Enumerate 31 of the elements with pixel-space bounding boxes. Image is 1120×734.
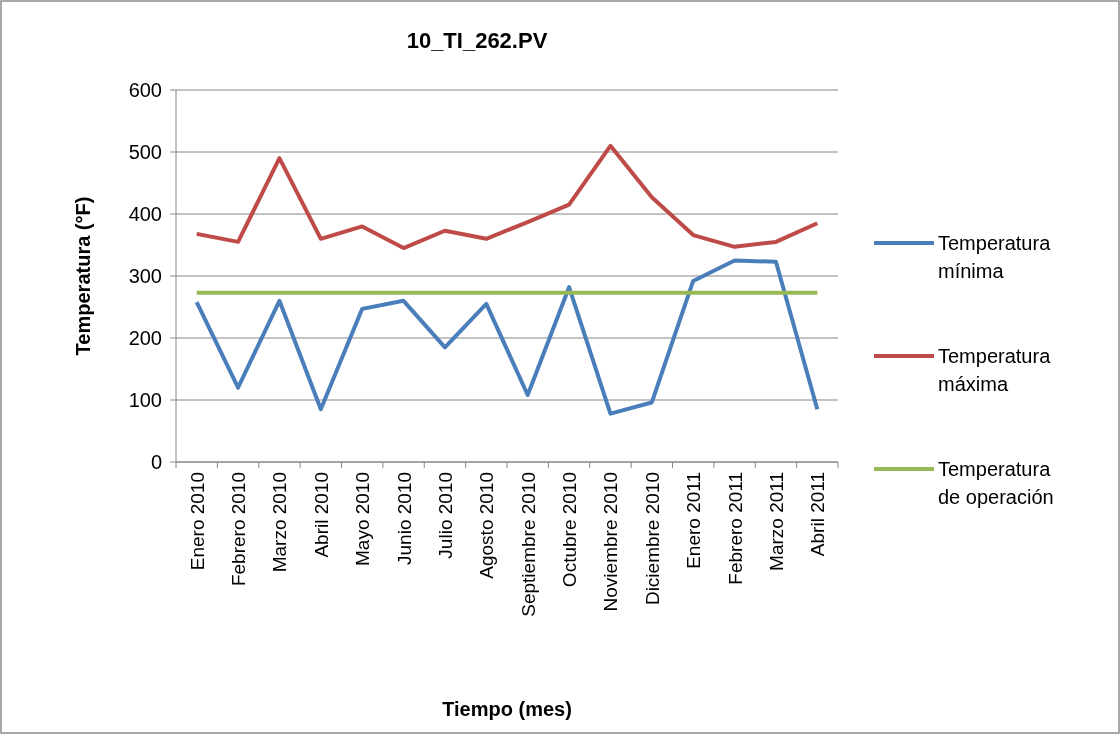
x-tick-label: Agosto 2010 [476, 472, 498, 579]
x-tick-label: Diciembre 2010 [641, 472, 663, 606]
y-tick-label: 0 [150, 451, 162, 473]
y-tick-label: 200 [128, 327, 162, 349]
legend-label: Temperatura máxima [938, 345, 1052, 395]
chart-title: 10_TI_262.PV [406, 28, 548, 53]
x-tick-label: Enero 2011 [683, 472, 705, 569]
x-tick-label: Febrero 2010 [228, 472, 250, 587]
x-tick-label: Febrero 2011 [724, 472, 746, 585]
y-tick-label: 600 [128, 79, 162, 101]
x-tick-label: Marzo 2010 [269, 472, 291, 573]
x-axis-title: Tiempo (mes) [442, 698, 572, 720]
legend-label: Temperatura mínima [938, 232, 1052, 282]
x-tick-label: Noviembre 2010 [600, 472, 622, 612]
y-tick-label: 300 [128, 265, 162, 287]
x-tick-label: Octubre 2010 [559, 472, 581, 588]
legend-label: Temperatura de operación [938, 458, 1054, 508]
x-tick-label: Mayo 2010 [352, 472, 374, 567]
x-tick-label: Julio 2010 [434, 472, 456, 559]
x-tick-label: Enero 2010 [186, 472, 208, 571]
line-series [194, 143, 820, 251]
x-tick-label: Septiembre 2010 [517, 472, 539, 617]
line-series [194, 258, 820, 416]
x-tick-label: Abril 2010 [310, 472, 332, 558]
x-tick-label: Abril 2011 [807, 472, 829, 557]
y-tick-label: 500 [128, 141, 162, 163]
y-axis-title: Temperatura (°F) [72, 196, 94, 356]
x-tick-label: Marzo 2011 [765, 472, 787, 571]
y-tick-label: 400 [128, 203, 162, 225]
x-tick-label: Junio 2010 [393, 472, 415, 565]
y-tick-label: 100 [128, 389, 162, 411]
